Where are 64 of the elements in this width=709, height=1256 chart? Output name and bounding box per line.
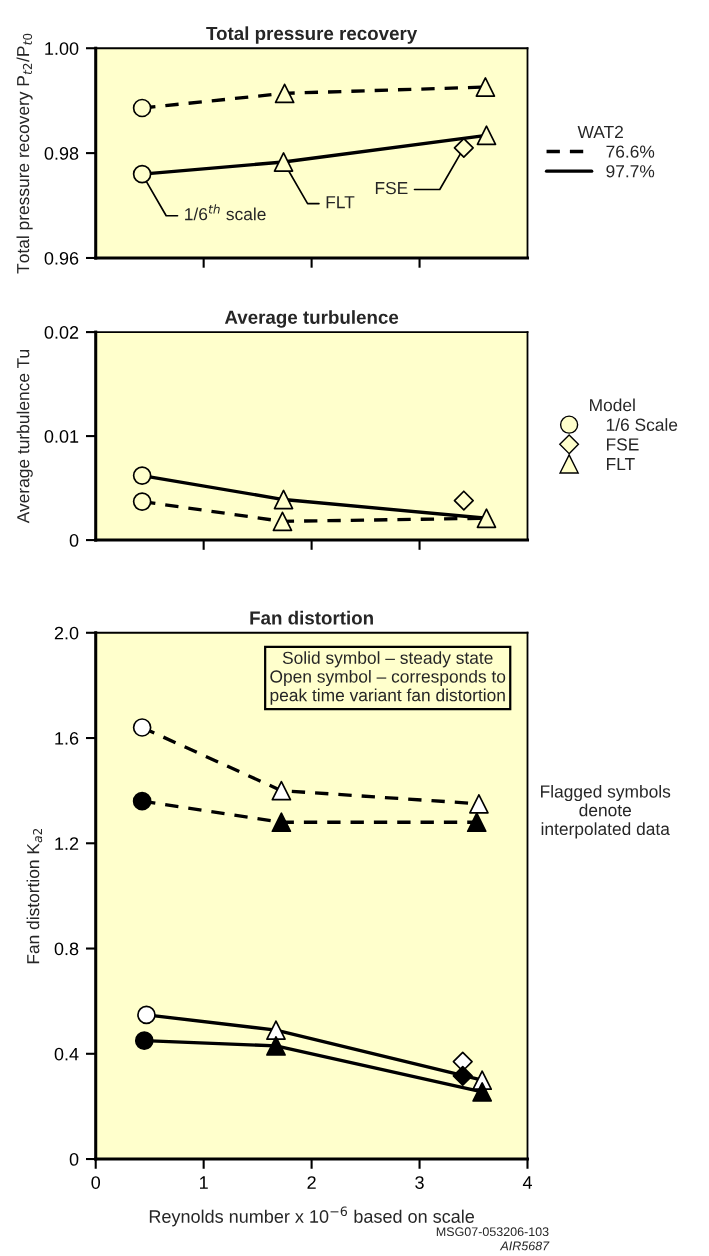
point bbox=[132, 98, 152, 118]
point bbox=[476, 125, 497, 146]
point bbox=[272, 511, 293, 532]
y-tick-label: 1.2 bbox=[55, 837, 79, 850]
y-tick-label: 0 bbox=[69, 534, 79, 547]
annotation: 1/6$^{th}$ scale bbox=[185, 204, 266, 221]
point bbox=[452, 1065, 473, 1087]
point bbox=[274, 83, 295, 104]
x-tick-label: 2 bbox=[307, 1176, 316, 1189]
legend-label: FSE bbox=[607, 438, 639, 451]
y-tick-label: 0.98 bbox=[44, 147, 79, 160]
y-tick-label: 0.01 bbox=[44, 430, 79, 443]
point bbox=[452, 1051, 473, 1072]
point bbox=[137, 1005, 156, 1025]
point bbox=[266, 1036, 286, 1056]
x-tick-label: 3 bbox=[415, 1176, 424, 1189]
y-axis-title: Fan distortion K$_{a2}$ bbox=[26, 828, 43, 964]
point bbox=[132, 164, 152, 184]
point bbox=[469, 793, 489, 814]
legend-title: Model bbox=[590, 398, 635, 412]
legend-title: WAT2 bbox=[577, 125, 623, 138]
point bbox=[132, 718, 152, 737]
text: AIR5687 bbox=[499, 1241, 550, 1251]
y-tick-label: 1.00 bbox=[45, 42, 79, 55]
y-tick-label: 0.02 bbox=[44, 326, 79, 339]
x-tick-label: 1 bbox=[200, 1176, 208, 1189]
point bbox=[273, 489, 294, 510]
point bbox=[132, 492, 152, 511]
y-tick-label: 0.96 bbox=[44, 251, 79, 265]
y-axis-title: Total pressure recovery P$_{t2}$/P$_{t0}$ bbox=[16, 33, 33, 274]
point bbox=[271, 780, 292, 801]
point bbox=[466, 812, 487, 833]
point bbox=[266, 1020, 286, 1040]
text: Flagged symbols denote interpolated data bbox=[541, 784, 671, 839]
chart-title: Total pressure recovery bbox=[206, 26, 418, 44]
legend-label: FLT bbox=[607, 458, 635, 471]
point bbox=[271, 812, 292, 833]
y-tick-label: 0.8 bbox=[54, 942, 79, 956]
x-tick-label: 4 bbox=[522, 1176, 532, 1189]
legend-label: 76.6% bbox=[606, 145, 655, 158]
point bbox=[472, 1082, 493, 1102]
annotation: Solid symbol – steady state Open symbol – corresponds to peak time variant fan distortion bbox=[270, 651, 506, 705]
point bbox=[134, 1031, 154, 1050]
point bbox=[476, 508, 497, 529]
annotation: FSE bbox=[375, 181, 408, 195]
x-tick-label: 0 bbox=[91, 1176, 101, 1189]
point bbox=[132, 466, 152, 485]
annotation: FLT bbox=[326, 196, 355, 209]
x-axis-title: Reynolds number x 10$^{−6}$ based on scale bbox=[149, 1206, 475, 1227]
text: MSG07-053206-103 bbox=[436, 1227, 549, 1237]
y-tick-label: 1.6 bbox=[55, 731, 79, 745]
y-tick-label: 0.4 bbox=[54, 1047, 79, 1061]
point bbox=[273, 152, 294, 172]
point bbox=[453, 490, 474, 511]
y-tick-label: 2.0 bbox=[54, 626, 79, 640]
point bbox=[453, 137, 474, 159]
point bbox=[132, 791, 152, 811]
y-tick-label: 0 bbox=[69, 1152, 79, 1166]
point bbox=[475, 77, 496, 97]
chart-title: Fan distortion bbox=[250, 610, 373, 625]
y-axis-title: Average turbulence Tu bbox=[16, 350, 33, 524]
legend-label: 1/6 Scale bbox=[606, 418, 678, 431]
chart-title: Average turbulence bbox=[224, 310, 399, 328]
legend-label: 97.7% bbox=[606, 165, 655, 178]
